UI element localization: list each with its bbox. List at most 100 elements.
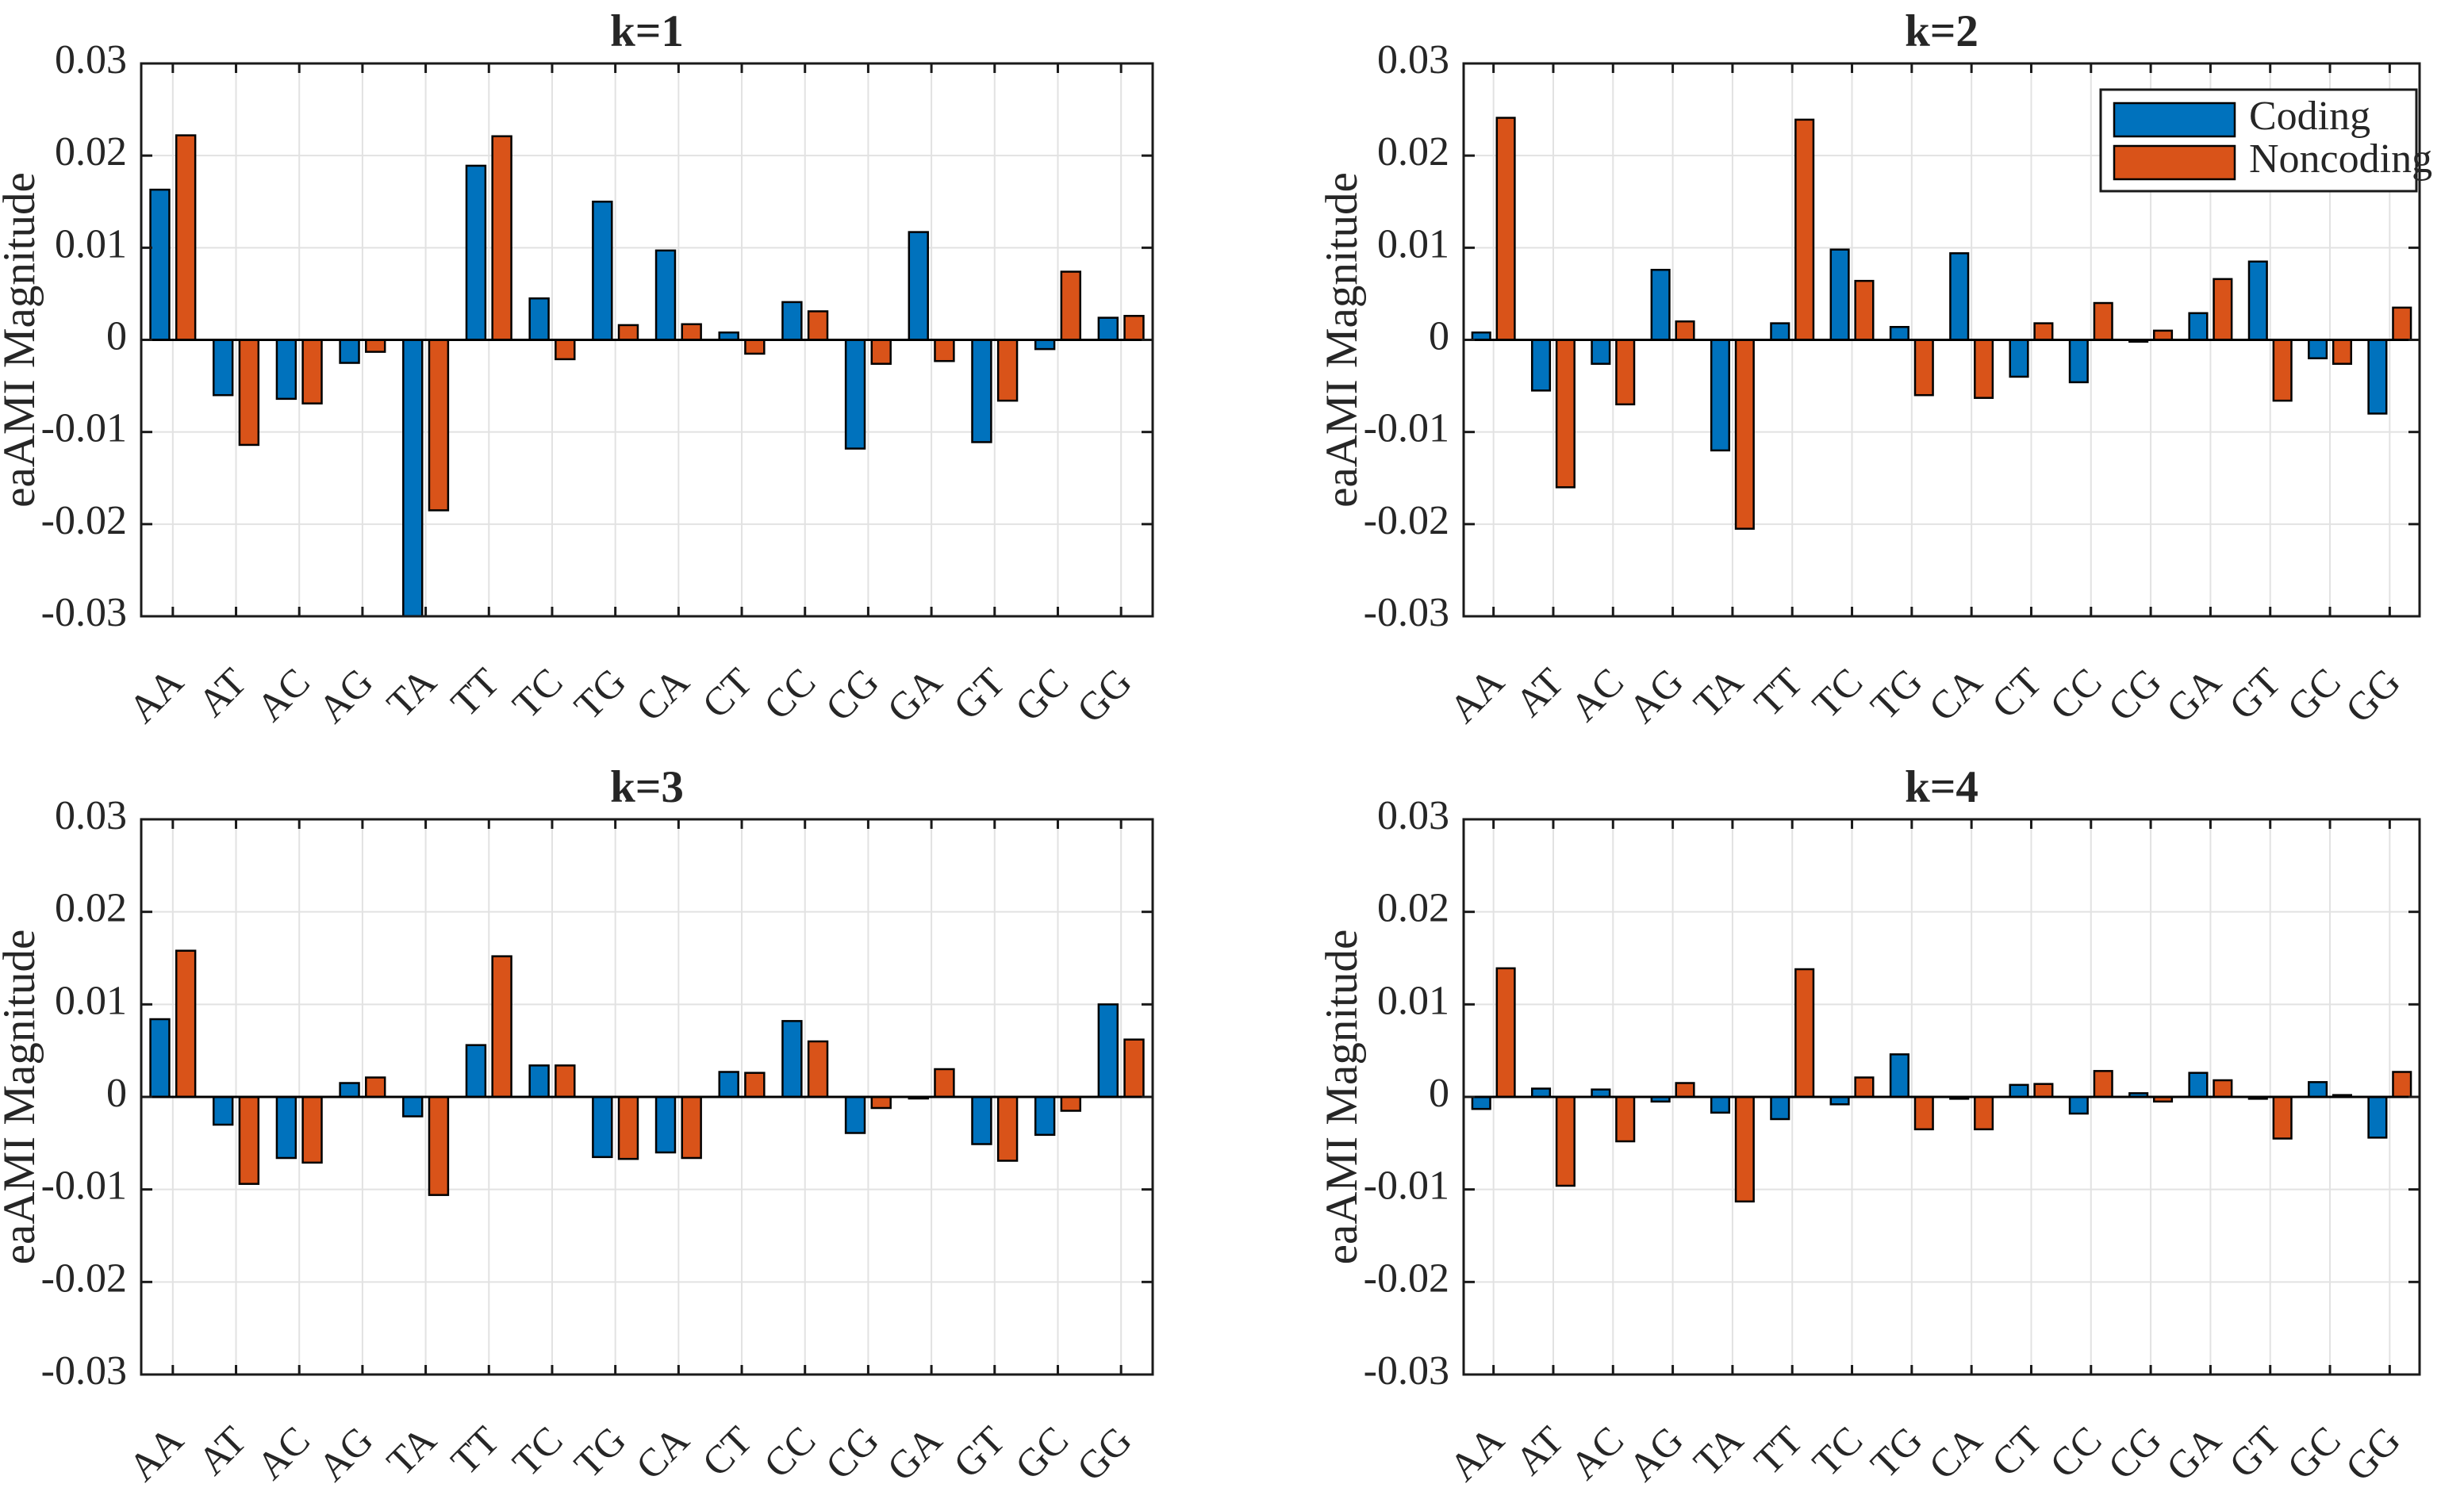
- x-tick-label-CA: CA: [627, 659, 697, 730]
- y-tick-label: 0.01: [1377, 221, 1449, 266]
- y-tick-label: -0.03: [1364, 1348, 1449, 1394]
- bar-coding-AA: [149, 188, 171, 341]
- y-tick-label: 0.02: [1377, 886, 1449, 931]
- legend-swatch-noncoding: [2113, 144, 2236, 181]
- bar-coding-TA: [402, 1095, 424, 1118]
- y-tick-label: 0.03: [55, 793, 127, 838]
- x-tick-label-TC: TC: [1804, 1417, 1871, 1485]
- bar-noncoding-GT: [2272, 1095, 2293, 1140]
- x-tick-label-CG: CG: [816, 1417, 887, 1488]
- bar-coding-CG: [844, 339, 866, 450]
- bar-coding-TT: [465, 1044, 487, 1098]
- bar-noncoding-GG: [1123, 315, 1145, 341]
- bar-coding-GC: [1034, 339, 1056, 351]
- y-tick-label: -0.03: [41, 1348, 127, 1394]
- bar-noncoding-GG: [2392, 1071, 2412, 1098]
- bar-coding-CA: [654, 1095, 677, 1154]
- legend-label-noncoding: Noncoding: [2249, 136, 2432, 182]
- bar-noncoding-CG: [870, 339, 892, 365]
- x-tick-label-CG: CG: [2099, 659, 2170, 730]
- x-tick-label-TT: TT: [442, 659, 508, 725]
- bar-coding-CA: [1949, 252, 1970, 341]
- x-tick-label-TG: TG: [1862, 659, 1931, 728]
- bar-noncoding-CT: [744, 1072, 766, 1098]
- bar-coding-AA: [1471, 1095, 1491, 1110]
- x-tick-label-TT: TT: [1745, 1417, 1811, 1483]
- y-tick-label: 0.03: [1377, 793, 1449, 838]
- bar-noncoding-GC: [1060, 1095, 1082, 1112]
- bars-noncoding: [1495, 117, 2412, 530]
- y-tick-label: 0.02: [55, 129, 127, 174]
- bar-coding-AT: [212, 1095, 234, 1126]
- x-tick-label-AC: AC: [1561, 659, 1632, 730]
- x-tick-label-TA: TA: [378, 1417, 444, 1484]
- bar-coding-AA: [149, 1018, 171, 1098]
- x-tick-label-CG: CG: [816, 659, 887, 730]
- bar-coding-TT: [1770, 1095, 1790, 1121]
- bar-noncoding-AG: [1675, 1082, 1695, 1098]
- y-tick-label: 0.03: [55, 37, 127, 82]
- bar-noncoding-GG: [2392, 306, 2412, 341]
- x-tick-label-AG: AG: [1620, 659, 1692, 731]
- y-axis-label: eaAMI Magnitude: [1317, 172, 1367, 508]
- x-tick-label-CC: CC: [2041, 659, 2110, 728]
- x-tick-label-TC: TC: [504, 1417, 571, 1485]
- bar-noncoding-CC: [2093, 301, 2113, 341]
- bar-noncoding-GA: [934, 1068, 955, 1098]
- x-tick-label-GA: GA: [2158, 659, 2230, 731]
- bar-noncoding-GG: [1123, 1038, 1145, 1098]
- legend-label-coding: Coding: [2249, 94, 2370, 139]
- bar-coding-CA: [654, 249, 677, 341]
- bar-coding-AG: [1650, 268, 1671, 341]
- x-tick-label-AC: AC: [1561, 1417, 1632, 1488]
- bar-noncoding-AC: [1615, 339, 1636, 406]
- y-axis-label: eaAMI Magnitude: [0, 930, 44, 1265]
- x-tick-label-TA: TA: [1685, 1417, 1752, 1484]
- bar-noncoding-AA: [175, 949, 197, 1098]
- y-tick-label: 0.01: [55, 221, 127, 266]
- y-tick-label: -0.01: [41, 406, 127, 451]
- y-tick-labels: 0.03 0.02 0.01 0 -0.01 -0.02 -0.03: [1364, 793, 1449, 1394]
- x-tick-label-GT: GT: [2220, 1417, 2289, 1486]
- bar-coding-AT: [1530, 339, 1552, 392]
- x-tick-label-CA: CA: [627, 1417, 697, 1488]
- bar-coding-TA: [1710, 1095, 1731, 1114]
- x-tick-label-GG: GG: [1068, 1417, 1140, 1490]
- bar-coding-CT: [2009, 1083, 2029, 1098]
- y-tick-label: -0.03: [1364, 590, 1449, 635]
- bar-coding-GC: [2308, 339, 2328, 359]
- x-tick-label-GC: GC: [2278, 1417, 2349, 1488]
- bar-noncoding-AT: [1555, 339, 1576, 489]
- bar-noncoding-CA: [1974, 1095, 1994, 1131]
- x-tick-label-AA: AA: [120, 1417, 192, 1490]
- tick-marks: [1464, 62, 2420, 618]
- bar-noncoding-AA: [1495, 967, 1516, 1098]
- subplot-title: k=2: [1905, 6, 1978, 56]
- bar-noncoding-AG: [365, 339, 386, 353]
- x-tick-label-AG: AG: [1620, 1417, 1692, 1490]
- bar-noncoding-CA: [1974, 339, 1994, 399]
- chart-canvas-k=3: 0.03 0.02 0.01 0 -0.01 -0.02 -0.03 AAATACAGTATT…: [0, 762, 1154, 1490]
- chart-canvas-k=1: 0.03 0.02 0.01 0 -0.01 -0.02 -0.03 AAATACAGTATT…: [0, 6, 1154, 731]
- bar-noncoding-TA: [1734, 1095, 1755, 1203]
- bar-coding-TC: [528, 297, 550, 341]
- bar-noncoding-TA: [1734, 339, 1755, 530]
- bar-coding-CT: [718, 1071, 739, 1098]
- y-tick-labels: 0.03 0.02 0.01 0 -0.01 -0.02 -0.03: [41, 37, 127, 635]
- x-tick-label-AT: AT: [1506, 659, 1572, 725]
- bar-coding-GT: [971, 339, 992, 443]
- bars-noncoding: [1495, 967, 2412, 1203]
- y-tick-label: 0: [1429, 1071, 1449, 1116]
- bar-coding-GA: [2188, 312, 2209, 341]
- bars-noncoding: [175, 949, 1145, 1196]
- bar-coding-GA: [908, 231, 929, 341]
- bar-noncoding-AT: [238, 339, 260, 447]
- bar-noncoding-GT: [2272, 339, 2293, 402]
- bar-noncoding-AC: [301, 1095, 323, 1164]
- x-tick-label-AG: AG: [309, 659, 382, 731]
- x-tick-label-TT: TT: [1745, 659, 1811, 725]
- y-tick-labels: 0.03 0.02 0.01 0 -0.01 -0.02 -0.03: [1364, 37, 1449, 635]
